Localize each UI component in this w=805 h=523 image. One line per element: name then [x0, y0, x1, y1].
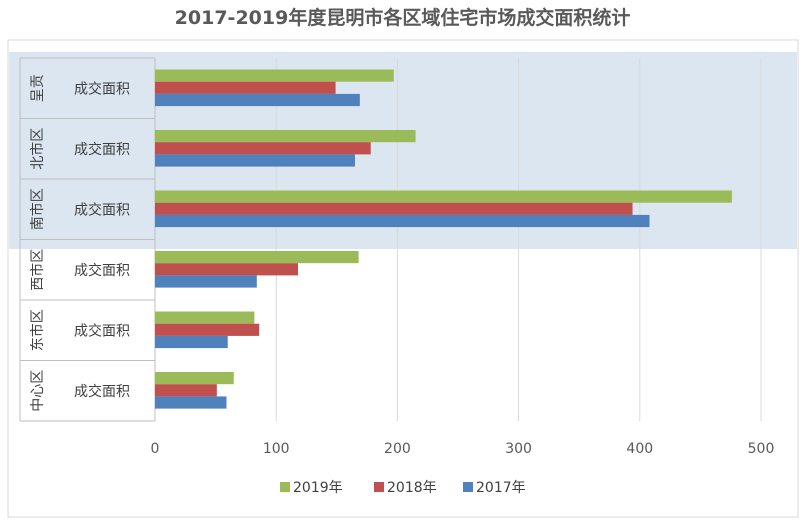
- bar-2017年-呈贡: [155, 93, 360, 107]
- chart-title: 2017-2019年度昆明市各区域住宅市场成交面积统计: [174, 7, 631, 29]
- group-label-西市区: 西市区: [29, 249, 46, 291]
- bar-2017年-北市区: [155, 154, 355, 167]
- bar-2019年-中心区: [155, 372, 234, 385]
- bar-2018年-北市区: [155, 142, 371, 155]
- group-label-东市区: 东市区: [29, 309, 46, 351]
- group-label-中心区: 中心区: [30, 370, 46, 412]
- x-tick-label-1: 100: [263, 441, 290, 457]
- bar-2017年-南市区: [155, 214, 650, 228]
- bar-2018年-中心区: [155, 384, 217, 397]
- category-label-2: 成交面积: [74, 201, 130, 218]
- x-tick-label-2: 200: [384, 441, 411, 457]
- category-label-0: 成交面积: [74, 80, 130, 97]
- group-label-北市区: 北市区: [29, 128, 46, 170]
- bar-2018年-南市区: [155, 202, 633, 215]
- x-tick-label-3: 300: [505, 441, 532, 457]
- bar-2019年-北市区: [155, 130, 416, 143]
- x-tick-label-4: 400: [626, 441, 653, 457]
- category-label-3: 成交面积: [74, 262, 130, 279]
- legend-label-2019年: 2019年: [293, 480, 343, 496]
- bar-2017年-东市区: [155, 335, 228, 349]
- category-label-4: 成交面积: [74, 322, 130, 339]
- bar-2017年-中心区: [155, 396, 227, 409]
- bar-2018年-东市区: [155, 323, 260, 336]
- x-tick-label-5: 500: [748, 441, 775, 457]
- legend-swatch-2018年: [374, 482, 384, 492]
- legend-swatch-2017年: [463, 482, 473, 492]
- bar-2019年-西市区: [155, 251, 359, 264]
- bar-2018年-西市区: [155, 263, 299, 276]
- category-label-5: 成交面积: [74, 383, 130, 400]
- x-tick-label-0: 0: [151, 441, 160, 457]
- bar-2018年-呈贡: [155, 81, 336, 94]
- bar-2017年-西市区: [155, 275, 257, 288]
- category-label-1: 成交面积: [74, 141, 130, 158]
- bar-2019年-东市区: [155, 311, 255, 324]
- legend-label-2017年: 2017年: [476, 480, 526, 496]
- bar-2019年-南市区: [155, 190, 732, 203]
- bar-2019年-呈贡: [155, 69, 394, 82]
- legend-swatch-2019年: [280, 482, 290, 492]
- group-label-南市区: 南市区: [29, 188, 46, 230]
- chart-frame: [7, 39, 799, 518]
- legend-label-2018年: 2018年: [387, 480, 437, 496]
- group-label-呈贡: 呈贡: [30, 74, 46, 102]
